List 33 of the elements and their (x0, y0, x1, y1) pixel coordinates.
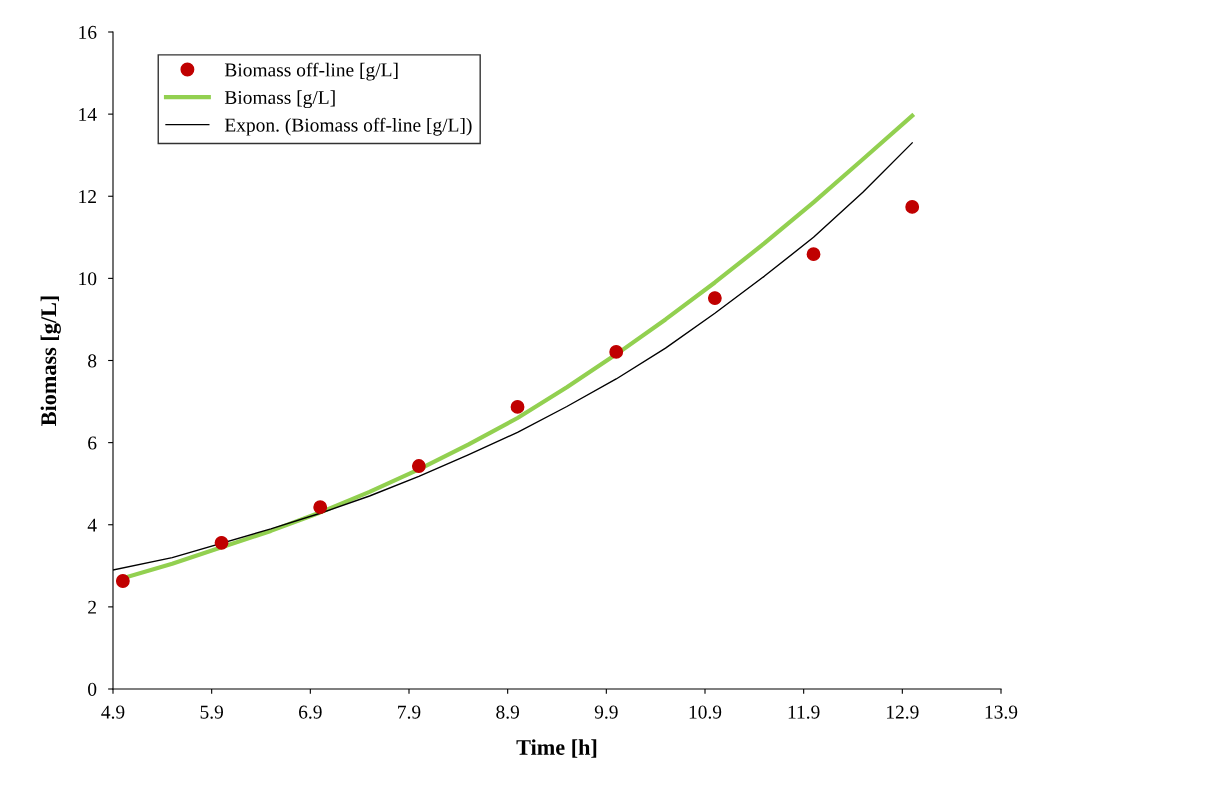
x-tick-label: 7.9 (398, 705, 421, 719)
point (115, 574, 130, 588)
x-tick-label: 12.9 (887, 705, 919, 719)
point (707, 291, 722, 305)
point (905, 200, 920, 214)
y-tick-label: 14 (79, 108, 97, 121)
point (510, 399, 525, 414)
y-tick-label: 2 (88, 600, 96, 614)
point (411, 459, 426, 473)
x-tick-label: 4.9 (101, 705, 125, 719)
legend-label: Biomass [g/L] (224, 90, 335, 109)
x-tick-label: 13.9 (985, 705, 1018, 719)
point (806, 247, 821, 262)
x-tick-label: 6.9 (299, 705, 322, 719)
y-tick-label: 10 (79, 272, 97, 286)
x-tick-label: 11.9 (788, 705, 820, 719)
x-tick-label: 8.9 (496, 705, 520, 719)
y-axis-title: Biomass [g/L] (40, 296, 61, 426)
x-tick-label: 9.9 (594, 705, 618, 719)
y-tick-label: 12 (79, 190, 96, 203)
y-tick-label: 16 (79, 25, 97, 39)
legend-label: Biomass off-line [g/L] (224, 62, 398, 81)
y-tick-label: 4 (87, 518, 97, 532)
point (313, 500, 328, 514)
point (214, 535, 229, 550)
point (609, 344, 624, 359)
x-tick-label: 5.9 (200, 705, 224, 719)
legend-label: Expon. (Biomass off-line [g/L]) (224, 117, 472, 136)
x-axis-title: Time [h] (516, 739, 597, 758)
x-tick-label: 10.9 (689, 705, 722, 719)
y-tick-label: 8 (88, 354, 97, 368)
y-tick-label: 6 (88, 436, 97, 450)
y-tick-label: 0 (88, 682, 97, 696)
